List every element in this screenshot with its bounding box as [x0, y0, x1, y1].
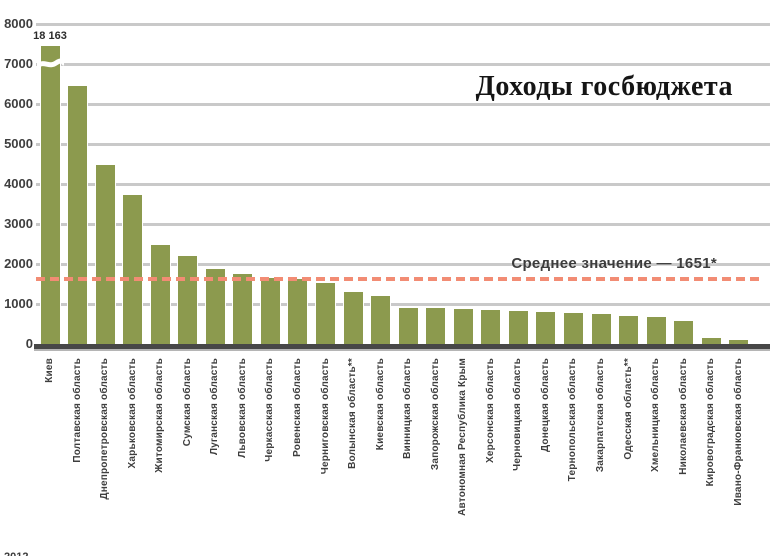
- x-axis-label-text: Тернопольская область: [567, 358, 579, 482]
- gridline: [36, 182, 770, 186]
- y-tick-label: 5000: [4, 136, 33, 151]
- x-axis-label-text: Черниговская область: [319, 358, 331, 475]
- x-axis-label-text: Житомирская область: [154, 358, 166, 473]
- gridline: [36, 302, 770, 306]
- x-axis-line: [34, 344, 770, 351]
- bar: [342, 290, 364, 344]
- bar: [232, 272, 254, 344]
- average-dashed-line: [36, 277, 762, 281]
- x-axis-label-text: Винницкая область: [402, 358, 414, 459]
- bar: [149, 244, 171, 344]
- y-tick-label: 3000: [4, 216, 33, 231]
- x-axis-label-text: Одесская область**: [622, 358, 634, 460]
- gridline: [36, 22, 770, 26]
- bar: [287, 278, 309, 344]
- x-axis-label-text: Запорожская область: [429, 358, 441, 471]
- bar: [122, 193, 144, 344]
- bar: [590, 313, 612, 344]
- x-axis-label-text: Черновицкая область: [512, 358, 524, 471]
- bar: [177, 254, 199, 344]
- x-axis-label-text: Николаевская область: [677, 358, 689, 475]
- bar: [700, 336, 722, 344]
- bar: [673, 319, 695, 344]
- bar: [94, 164, 116, 344]
- x-axis-label-text: Луганская область: [209, 358, 221, 456]
- bar: [315, 282, 336, 344]
- chart-title: Доходы госбюджета: [475, 71, 733, 102]
- x-axis-label-text: Херсонская область: [484, 358, 496, 463]
- bar: [204, 268, 226, 344]
- bar: [562, 311, 584, 344]
- bar-break-mark: [35, 58, 67, 76]
- y-tick-label: 4000: [4, 176, 33, 191]
- bar: [425, 307, 447, 344]
- x-axis-label-text: Автономная Республика Крым: [457, 358, 469, 516]
- bar: [259, 276, 281, 344]
- bar-value-label: 18 163: [33, 30, 67, 42]
- bar: [370, 294, 392, 344]
- y-tick-label: 1000: [4, 296, 33, 311]
- bar: [645, 316, 667, 344]
- footnote-cropped: 2012: [4, 551, 28, 556]
- x-axis-label-text: Черкасская область: [264, 358, 276, 462]
- x-axis-label-text: Хмельницкая область: [650, 358, 662, 473]
- bar: [507, 310, 529, 344]
- x-axis-label-text: Киев: [44, 358, 55, 383]
- x-axis-label-text: Кировоградская область: [705, 358, 717, 487]
- y-tick-label: 2000: [4, 256, 33, 271]
- break-wave-icon: [35, 58, 67, 69]
- x-axis-label-text: Закарпатская область: [595, 358, 606, 473]
- y-tick-label: 0: [25, 336, 33, 351]
- x-axis-label-text: Волынская область**: [347, 358, 359, 469]
- x-axis-label-text: Полтавская область: [71, 358, 83, 463]
- y-tick-label: 6000: [4, 96, 33, 111]
- gridline: [36, 62, 770, 66]
- bar: [618, 314, 640, 344]
- x-axis-label-text: Днепропетровская область: [99, 358, 111, 500]
- x-axis-label-text: Ивано-Франковская область: [732, 358, 744, 506]
- bar: [39, 45, 61, 344]
- bar: [535, 311, 557, 344]
- bar: [67, 84, 89, 344]
- bar: [728, 338, 750, 344]
- bar: [480, 309, 502, 344]
- x-axis-label-text: Киевская область: [374, 358, 386, 451]
- bar: [452, 307, 474, 344]
- x-axis-label-text: Донецкая область: [539, 358, 551, 453]
- y-tick-label: 7000: [4, 56, 33, 71]
- bar: [397, 306, 419, 344]
- x-axis-label-text: Харьковская область: [126, 358, 138, 469]
- gridline: [36, 222, 770, 226]
- average-value-label: Среднее значение — 1651*: [511, 255, 717, 272]
- gridline: [36, 142, 770, 146]
- gridline: [36, 262, 770, 266]
- y-tick-label: 8000: [4, 16, 33, 31]
- x-axis-label-text: Сумская область: [181, 358, 193, 447]
- gridline: [36, 102, 770, 106]
- x-axis-label-text: Ровенская область: [291, 358, 303, 457]
- x-axis-label-text: Львовская область: [236, 358, 248, 458]
